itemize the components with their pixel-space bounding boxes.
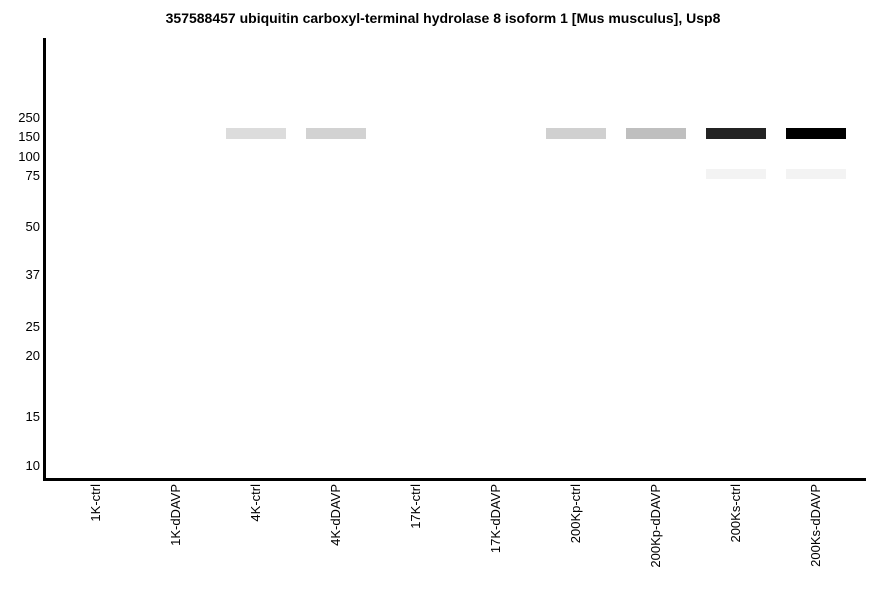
y-tick-label: 150 (18, 129, 40, 144)
y-tick-label: 37 (25, 267, 40, 282)
x-tick-label: 1K-dDAVP (168, 484, 183, 546)
band (626, 128, 686, 139)
x-tick-label: 4K-ctrl (248, 484, 263, 522)
band (706, 169, 766, 179)
x-tick-label: 200Ks-dDAVP (808, 484, 823, 567)
y-axis-line (43, 38, 46, 481)
x-tick-label: 4K-dDAVP (328, 484, 343, 546)
y-tick-label: 50 (25, 219, 40, 234)
y-tick-label: 100 (18, 149, 40, 164)
y-tick-label: 25 (25, 319, 40, 334)
x-axis-line (43, 478, 866, 481)
x-tick-label: 200Kp-ctrl (568, 484, 583, 544)
y-tick-label: 250 (18, 110, 40, 125)
y-tick-label: 75 (25, 168, 40, 183)
band (306, 128, 366, 139)
band (706, 128, 766, 139)
x-tick-label: 17K-dDAVP (488, 484, 503, 554)
band (786, 169, 846, 179)
y-tick-label: 20 (25, 348, 40, 363)
x-tick-label: 200Ks-ctrl (728, 484, 743, 543)
band (786, 128, 846, 139)
band (226, 128, 286, 139)
x-tick-label: 17K-ctrl (408, 484, 423, 529)
y-tick-label: 15 (25, 409, 40, 424)
x-tick-label: 200Kp-dDAVP (648, 484, 663, 568)
band (546, 128, 606, 139)
figure-title: 357588457 ubiquitin carboxyl-terminal hy… (165, 10, 721, 26)
x-tick-label: 1K-ctrl (88, 484, 103, 522)
y-tick-label: 10 (25, 458, 40, 473)
